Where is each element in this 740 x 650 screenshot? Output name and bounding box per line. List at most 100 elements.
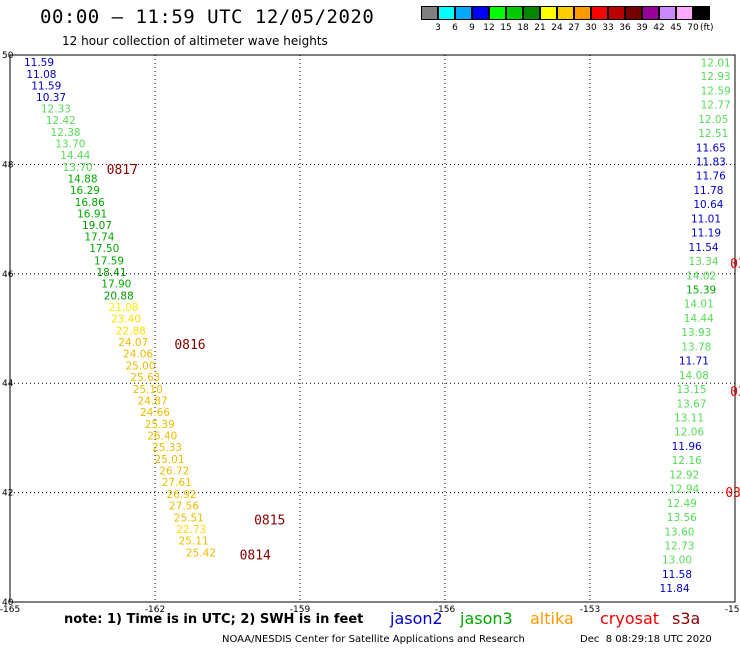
colorbar-label: 18 bbox=[517, 23, 529, 33]
wave-height-value: 14.44 bbox=[60, 150, 90, 162]
wave-height-value: 11.54 bbox=[689, 242, 719, 254]
wave-height-value: 13.70 bbox=[55, 138, 85, 150]
wave-height-value: 25.11 bbox=[179, 536, 209, 548]
map-subtitle: 12 hour collection of altimeter wave hei… bbox=[62, 34, 328, 48]
colorbar-swatch bbox=[557, 6, 574, 20]
wave-height-value: 13.15 bbox=[676, 384, 706, 396]
pass-time-label: 0814 bbox=[240, 549, 271, 564]
wave-height-value: 11.76 bbox=[696, 171, 726, 183]
y-tick-label: 40 bbox=[2, 598, 14, 608]
wave-height-value: 13.67 bbox=[676, 398, 706, 410]
wave-height-value: 12.38 bbox=[51, 127, 81, 139]
wave-height-value: 25.51 bbox=[174, 513, 204, 525]
colorbar-swatch bbox=[693, 6, 710, 20]
wave-height-value: 12.77 bbox=[701, 100, 731, 112]
x-tick-label: -150 bbox=[725, 605, 740, 615]
colorbar-label: 36 bbox=[619, 23, 631, 33]
colorbar-swatch bbox=[676, 6, 693, 20]
y-tick-label: 48 bbox=[2, 160, 14, 170]
wave-height-value: 11.96 bbox=[672, 441, 702, 453]
pass-time-label: 0816 bbox=[174, 338, 205, 353]
wave-height-value: 17.74 bbox=[84, 231, 114, 243]
wave-height-value: 11.65 bbox=[696, 142, 726, 154]
colorbar-label: 21 bbox=[534, 23, 546, 33]
wave-height-value: 25.00 bbox=[125, 361, 155, 373]
wave-height-value: 11.59 bbox=[31, 80, 61, 92]
colorbar-swatch bbox=[421, 6, 438, 20]
wave-height-value: 26.72 bbox=[159, 466, 189, 478]
wave-height-value: 25.63 bbox=[130, 372, 160, 384]
wave-height-value: 12.06 bbox=[674, 427, 704, 439]
wave-height-value: 22.73 bbox=[176, 524, 206, 536]
note-text: note: 1) Time is in UTC; 2) SWH is in fe… bbox=[64, 612, 364, 627]
colorbar-swatch bbox=[608, 6, 625, 20]
pass-time-label: 0312 bbox=[730, 385, 740, 400]
wave-height-value: 16.91 bbox=[77, 208, 107, 220]
timestamp-text: Dec 8 08:29:18 UTC 2020 bbox=[580, 634, 712, 645]
wave-height-value: 16.29 bbox=[70, 185, 100, 197]
colorbar-swatch bbox=[625, 6, 642, 20]
wave-height-value: 24.07 bbox=[118, 337, 148, 349]
y-tick-label: 42 bbox=[2, 489, 13, 499]
wave-height-value: 13.34 bbox=[689, 256, 719, 268]
colorbar-label: 70 bbox=[687, 23, 699, 33]
wave-height-value: 17.90 bbox=[101, 278, 131, 290]
x-tick-label: -156 bbox=[435, 605, 456, 615]
wave-height-value: 11.83 bbox=[696, 156, 726, 168]
wave-height-value: 14.88 bbox=[67, 173, 97, 185]
wave-height-value: 19.07 bbox=[82, 220, 112, 232]
wave-height-value: 12.51 bbox=[698, 128, 728, 140]
wave-height-value: 10.37 bbox=[36, 92, 66, 104]
wave-height-value: 11.01 bbox=[691, 213, 721, 225]
wave-height-value: 23.40 bbox=[111, 313, 141, 325]
colorbar-swatch bbox=[574, 6, 591, 20]
pass-time-label: 0313 bbox=[725, 486, 740, 501]
wave-height-value: 12.92 bbox=[669, 469, 699, 481]
colorbar-swatch bbox=[438, 6, 455, 20]
wave-height-value: 12.93 bbox=[701, 71, 731, 83]
wave-height-value: 13.60 bbox=[664, 526, 694, 538]
wave-height-value: 13.56 bbox=[667, 512, 697, 524]
colorbar-label: 33 bbox=[602, 23, 614, 33]
wave-height-value: 12.73 bbox=[664, 540, 694, 552]
wave-height-value: 21.08 bbox=[109, 302, 139, 314]
colorbar-swatch bbox=[472, 6, 489, 20]
y-tick-label: 50 bbox=[2, 51, 14, 61]
wave-height-value: 12.05 bbox=[698, 114, 728, 126]
wave-height-value: 25.01 bbox=[154, 454, 184, 466]
wave-height-value: 12.59 bbox=[701, 85, 731, 97]
colorbar-swatch bbox=[540, 6, 557, 20]
colorbar-swatch bbox=[642, 6, 659, 20]
wave-height-value: 25.42 bbox=[186, 548, 216, 560]
pass-time-label: 0817 bbox=[107, 163, 138, 178]
colorbar-swatch bbox=[659, 6, 676, 20]
wave-height-value: 11.71 bbox=[679, 356, 709, 368]
wave-height-value: 11.08 bbox=[26, 69, 56, 81]
map-frame bbox=[9, 54, 736, 603]
y-tick-label: 44 bbox=[2, 379, 14, 389]
wave-height-value: 14.44 bbox=[684, 313, 714, 325]
wave-height-value: 24.87 bbox=[138, 396, 168, 408]
x-tick-label: -153 bbox=[580, 605, 600, 615]
colorbar-label: 3 bbox=[435, 23, 441, 33]
colorbar-label: 45 bbox=[670, 23, 682, 33]
x-tick-label: -165 bbox=[0, 605, 20, 615]
wave-height-value: 26.40 bbox=[147, 431, 177, 443]
wave-height-value: 16.86 bbox=[75, 197, 105, 209]
colorbar-label: 39 bbox=[636, 23, 648, 33]
wave-height-value: 14.01 bbox=[684, 299, 714, 311]
wave-height-value: 13.11 bbox=[674, 412, 704, 424]
colorbar-swatch bbox=[506, 6, 523, 20]
credit-text: NOAA/NESDIS Center for Satellite Applica… bbox=[222, 634, 525, 645]
wave-height-value: 12.01 bbox=[701, 57, 731, 69]
wave-height-value: 22.88 bbox=[116, 326, 146, 338]
wave-height-value: 10.64 bbox=[693, 199, 723, 211]
wave-height-value: 24.06 bbox=[123, 348, 153, 360]
wave-height-value: 15.39 bbox=[686, 284, 716, 296]
wave-height-value: 27.56 bbox=[169, 501, 199, 513]
wave-height-value: 13.93 bbox=[681, 327, 711, 339]
legend-altika: altika bbox=[530, 609, 574, 628]
colorbar-swatch bbox=[455, 6, 472, 20]
wave-height-value: 12.49 bbox=[667, 498, 697, 510]
